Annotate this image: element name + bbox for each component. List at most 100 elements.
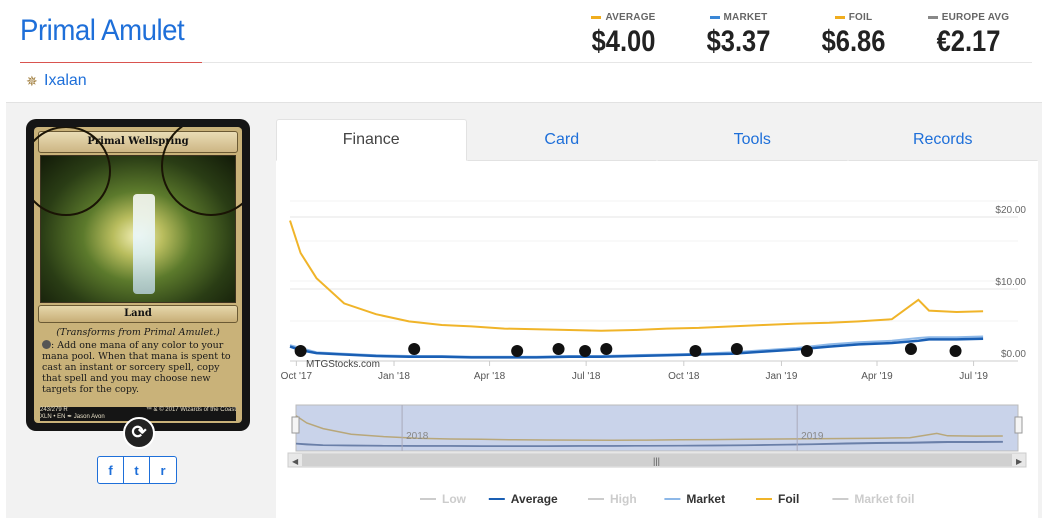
- tab-card[interactable]: Card: [466, 119, 657, 161]
- y-tick-label: $10.00: [995, 277, 1026, 288]
- legend-item-market-foil[interactable]: Market foil: [832, 492, 914, 506]
- card-art: [34, 127, 242, 303]
- price-foil: FOIL $6.86: [796, 12, 911, 59]
- set-release-marker-battlebond-icon[interactable]: [579, 345, 592, 357]
- series-line-market[interactable]: [289, 335, 984, 358]
- legend-label: Foil: [778, 492, 799, 506]
- x-tick-label: Jan '18: [378, 371, 410, 382]
- chart-scrollbar-thumb[interactable]: [302, 454, 1012, 466]
- navigator-year-label: 2018: [406, 431, 429, 442]
- set-release-marker-rivals-of-ixalan-icon[interactable]: [408, 343, 421, 355]
- navigator-line-foil: [295, 415, 1003, 442]
- share-buttons: f t r: [97, 456, 177, 484]
- set-release-marker-modern-horizons-icon[interactable]: [949, 345, 962, 357]
- page-title: Primal Amulet: [20, 14, 185, 47]
- tab-finance[interactable]: Finance: [276, 119, 467, 161]
- card-artist: XLN • EN ✒ Jason Avon: [40, 414, 105, 420]
- legend-item-high[interactable]: High: [588, 492, 637, 506]
- set-name[interactable]: Ixalan: [44, 72, 87, 89]
- x-tick-label: Jul '19: [959, 371, 988, 382]
- series-line-average[interactable]: [289, 337, 984, 359]
- header-divider: [202, 62, 1032, 63]
- price-market: MARKET $3.37: [681, 12, 796, 59]
- market-dash: [709, 16, 720, 19]
- legend-item-foil[interactable]: Foil: [756, 492, 799, 506]
- scroll-left-icon[interactable]: ◀: [292, 457, 299, 466]
- tab-records[interactable]: Records: [847, 119, 1038, 161]
- price-foil-label: FOIL: [848, 12, 873, 23]
- set-release-marker-m19-icon[interactable]: [600, 343, 613, 355]
- series-line-foil[interactable]: [289, 220, 984, 332]
- twitter-share-button[interactable]: t: [124, 457, 150, 483]
- europe-dash: [927, 16, 938, 19]
- x-tick-label: Jan '19: [765, 371, 797, 382]
- flip-icon: ⟳: [131, 422, 147, 442]
- ixalan-set-icon: ✵: [26, 73, 38, 89]
- card-rules: : Add one mana of any color to your mana…: [42, 340, 231, 395]
- set-release-marker-masters-25-icon[interactable]: [552, 343, 565, 355]
- card-frame: Primal Wellspring Land (Transforms from …: [34, 127, 242, 423]
- navigator-left-handle[interactable]: [291, 416, 300, 434]
- scroll-right-icon[interactable]: ▶: [1016, 457, 1023, 466]
- navigator-line-average: [295, 441, 1003, 447]
- price-average-label: AVERAGE: [605, 12, 656, 23]
- price-market-label: MARKET: [723, 12, 768, 23]
- tab-tools[interactable]: Tools: [657, 119, 848, 161]
- title-underline: [20, 62, 202, 63]
- set-link[interactable]: ✵ Ixalan: [26, 72, 87, 90]
- facebook-share-button[interactable]: f: [98, 457, 124, 483]
- legend-item-market[interactable]: Market: [664, 492, 725, 506]
- price-europe: EUROPE AVG €2.17: [911, 12, 1026, 59]
- card-image[interactable]: Primal Wellspring Land (Transforms from …: [26, 119, 250, 431]
- legend-label: Market foil: [854, 492, 914, 506]
- price-chart-area: Oct '17 Jan '18 Apr '18 Jul '18 Oct '18 Jan '…: [276, 161, 1038, 518]
- card-footer: 243/279 R ™ & © 2017 Wizards of the Coas…: [40, 407, 236, 421]
- set-release-marker-ixalan-icon[interactable]: [294, 345, 307, 357]
- chart-watermark: MTGStocks.com: [306, 359, 380, 370]
- reddit-icon: r: [160, 462, 166, 478]
- twitter-icon: t: [134, 462, 139, 478]
- tap-symbol-icon: [42, 340, 51, 349]
- set-release-marker-dominaria-icon[interactable]: [511, 345, 524, 357]
- content-panel: Primal Wellspring Land (Transforms from …: [6, 102, 1042, 518]
- reddit-share-button[interactable]: r: [150, 457, 176, 483]
- price-europe-value: €2.17: [936, 25, 1001, 58]
- tab-bar: Finance Card Tools Records: [276, 119, 1038, 161]
- x-tick-label: Oct '17: [281, 371, 313, 382]
- set-release-marker-war-of-the-spark-icon[interactable]: [904, 343, 917, 355]
- x-tick-label: Apr '18: [474, 371, 506, 382]
- set-release-marker-ravnica-allegiance-icon[interactable]: [800, 345, 813, 357]
- legend-label: Average: [511, 492, 558, 506]
- legend-item-low[interactable]: Low: [420, 492, 467, 506]
- foil-dash: [834, 16, 845, 19]
- price-average: AVERAGE $4.00: [566, 12, 681, 59]
- legend-label: High: [610, 492, 637, 506]
- vine-art: [161, 127, 242, 216]
- average-dash: [591, 16, 602, 19]
- card-collector-number: 243/279 R: [40, 407, 68, 413]
- flip-card-button[interactable]: ⟳: [123, 417, 155, 449]
- navigator-selection[interactable]: [295, 404, 1019, 452]
- x-tick-label: Jul '18: [572, 371, 601, 382]
- price-summary: AVERAGE $4.00 MARKET $3.37 FOIL $6.86 EU…: [566, 12, 1026, 59]
- navigator-right-handle[interactable]: [1014, 416, 1023, 434]
- price-foil-value: $6.86: [821, 25, 886, 58]
- vine-art: [34, 127, 111, 216]
- card-copyright: ™ & © 2017 Wizards of the Coast: [145, 407, 236, 413]
- price-market-value: $3.37: [706, 25, 771, 58]
- price-chart[interactable]: Oct '17 Jan '18 Apr '18 Jul '18 Oct '18 Jan '…: [276, 161, 1038, 518]
- price-average-value: $4.00: [591, 25, 656, 58]
- set-release-marker-guilds-of-ravnica-icon[interactable]: [689, 345, 702, 357]
- card-rules-text: (Transforms from Primal Amulet.) : Add o…: [42, 327, 234, 395]
- x-tick-label: Oct '18: [668, 371, 700, 382]
- card-reminder-text: (Transforms from Primal Amulet.): [56, 327, 220, 338]
- price-europe-label: EUROPE AVG: [941, 12, 1010, 23]
- legend-label: Market: [686, 492, 725, 506]
- legend-item-average[interactable]: Average: [488, 492, 558, 506]
- x-tick-label: Apr '19: [861, 371, 893, 382]
- navigator-year-label: 2019: [801, 431, 824, 442]
- card-type-line: Land: [38, 305, 238, 323]
- waterfall-art: [133, 194, 155, 294]
- set-release-marker-ultimate-masters-icon[interactable]: [730, 343, 743, 355]
